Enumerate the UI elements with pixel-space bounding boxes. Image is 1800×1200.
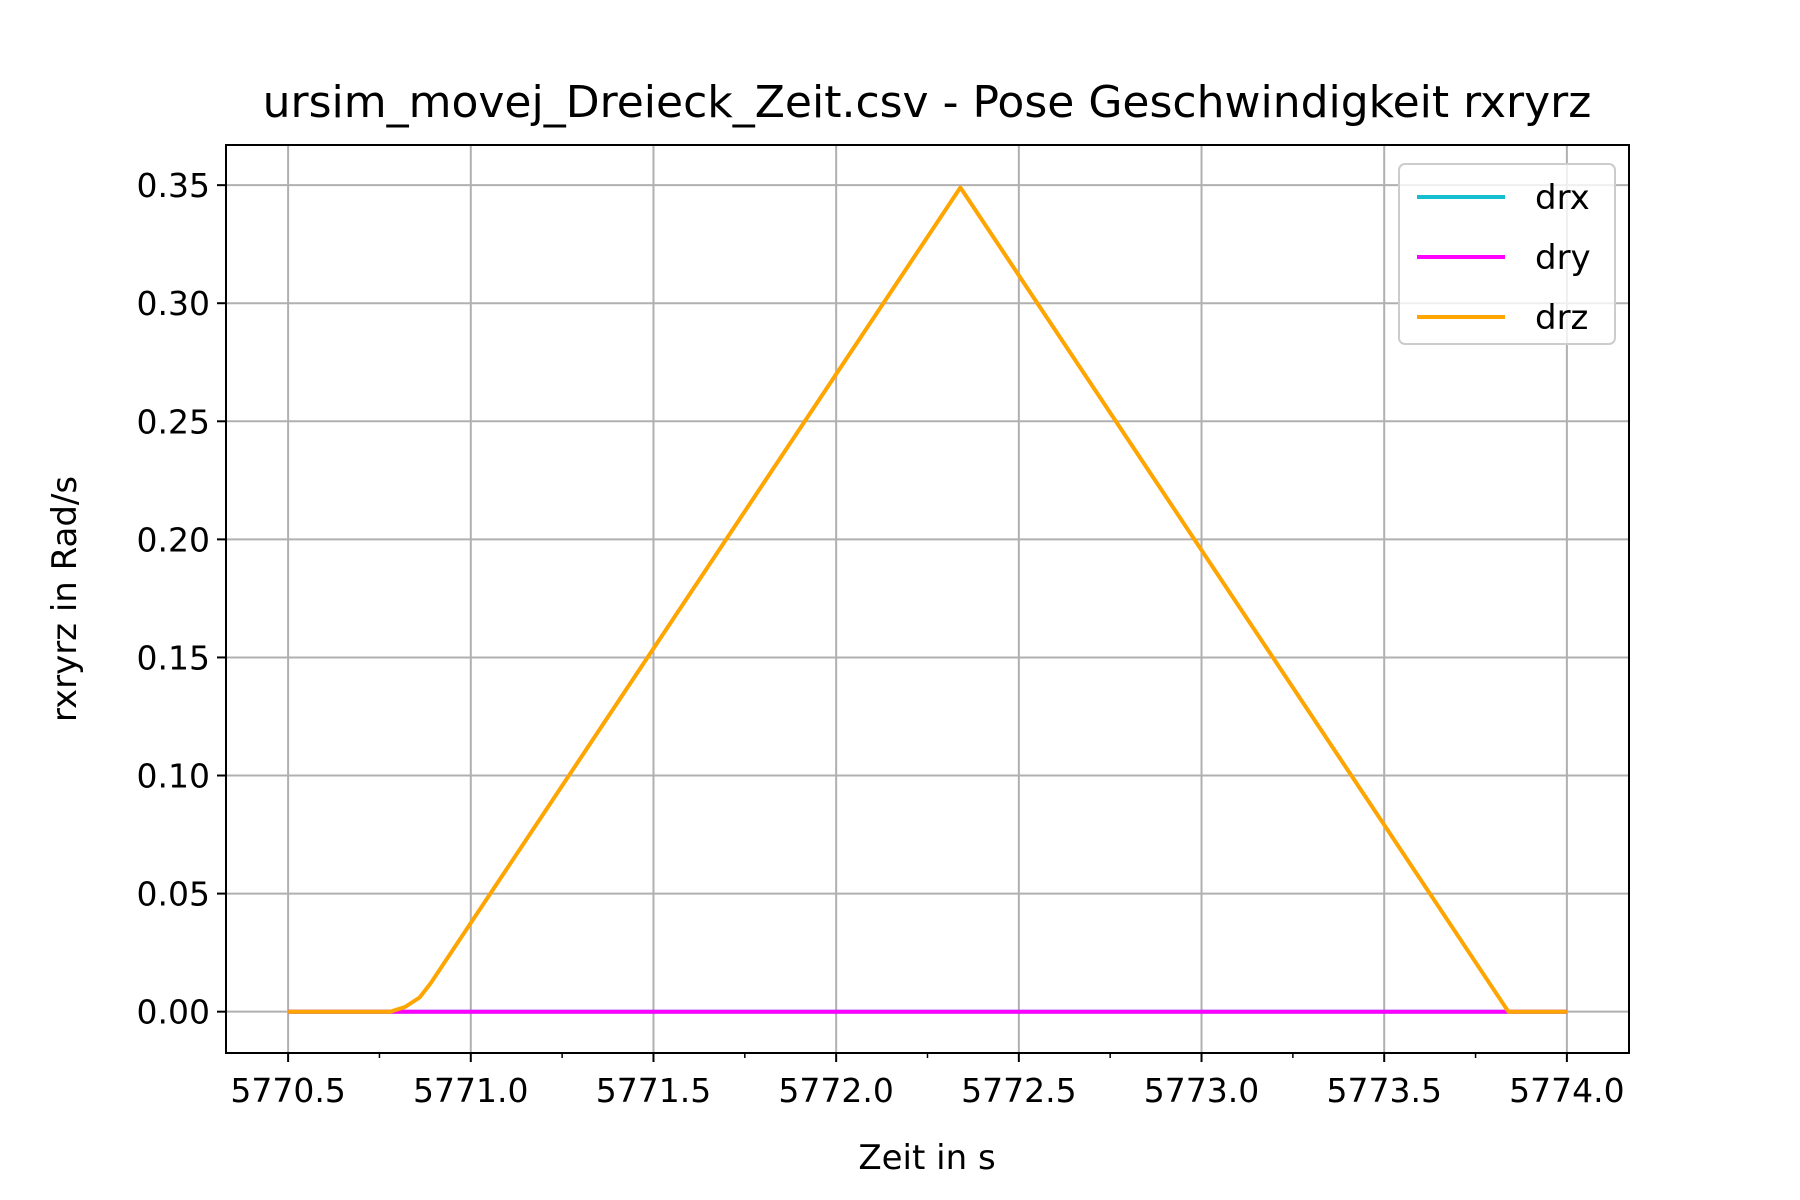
x-tick-label: 5772.5 bbox=[961, 1071, 1076, 1110]
x-tick-label: 5772.0 bbox=[778, 1071, 893, 1110]
y-tick-label: 0.00 bbox=[137, 993, 210, 1032]
series-group bbox=[288, 185, 1567, 1014]
legend-label-dry: dry bbox=[1535, 238, 1591, 278]
x-tick-label: 5774.0 bbox=[1509, 1071, 1624, 1110]
x-tick-label: 5770.5 bbox=[230, 1071, 345, 1110]
x-tick-label: 5773.0 bbox=[1144, 1071, 1259, 1110]
x-tick-label: 5771.5 bbox=[596, 1071, 711, 1110]
series-line-drz bbox=[288, 185, 1567, 1014]
chart-title: ursim_movej_Dreieck_Zeit.csv - Pose Gesc… bbox=[263, 77, 1592, 128]
y-tick-label: 0.15 bbox=[137, 638, 210, 677]
y-tick-label: 0.35 bbox=[137, 166, 210, 205]
y-tick-label: 0.25 bbox=[137, 402, 210, 441]
x-axis-label: Zeit in s bbox=[858, 1138, 995, 1178]
x-tick-label: 5771.0 bbox=[413, 1071, 528, 1110]
y-tick-label: 0.10 bbox=[137, 757, 210, 796]
ticks: 5770.5 5771.0 5771.5 5772.0 5772.5 5773.0 5773… bbox=[137, 166, 1625, 1110]
legend: drx dry drz bbox=[1398, 163, 1616, 345]
y-tick-label: 0.30 bbox=[137, 284, 210, 323]
legend-label-drx: drx bbox=[1535, 178, 1590, 218]
y-tick-label: 0.05 bbox=[137, 875, 210, 914]
grid bbox=[226, 145, 1629, 1053]
legend-box bbox=[1398, 163, 1616, 345]
y-tick-label: 0.20 bbox=[137, 520, 210, 559]
legend-label-drz: drz bbox=[1535, 298, 1588, 338]
y-axis-label: rxryrz in Rad/s bbox=[45, 476, 85, 722]
x-tick-label: 5773.5 bbox=[1326, 1071, 1441, 1110]
